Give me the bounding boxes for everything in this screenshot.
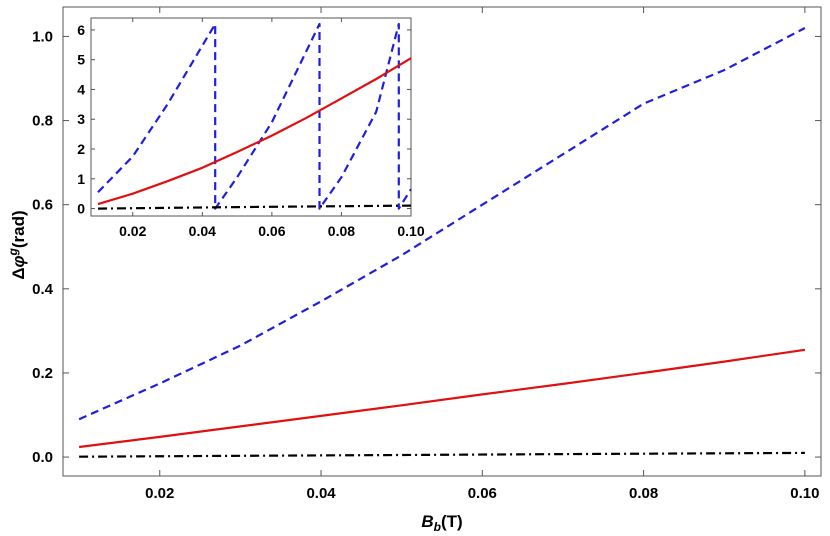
inset-series-solid-line [97, 57, 412, 206]
main-x-tick-label: 0.04 [306, 485, 336, 502]
inset-x-tick-label: 0.04 [189, 223, 216, 239]
inset-y-tick-label: 0 [77, 201, 85, 217]
main-y-tick-label: 1.0 [32, 28, 53, 45]
main-series-dashdot-line [79, 451, 805, 458]
main-y-tick-label: 0.4 [32, 281, 54, 298]
inset-y-tick-label: 6 [77, 22, 85, 38]
main-x-tick-label: 0.08 [629, 485, 658, 502]
inset-x-tick-label: 0.08 [328, 223, 355, 239]
inset-series-dashed-line [97, 22, 412, 210]
x-axis-title: Bb(T) [421, 512, 462, 534]
inset-x-tick-label: 0.06 [258, 223, 285, 239]
main-y-tick-label: 0.6 [32, 197, 53, 214]
inset-y-tick-label: 5 [77, 52, 85, 68]
inset-y-tick-label: 3 [77, 111, 85, 127]
inset-series-dashdot-line [97, 204, 412, 210]
main-y-tick-label: 0.0 [32, 449, 53, 466]
y-axis-title: Δφg(rad) [6, 210, 28, 279]
inset-y-tick-label: 4 [77, 81, 85, 97]
inset-y-tick-label: 2 [77, 141, 85, 157]
main-x-tick-label: 0.06 [468, 485, 497, 502]
main-x-tick-label: 0.10 [790, 485, 819, 502]
inset-frame [90, 17, 412, 217]
main-series-dashed-line [78, 27, 806, 421]
inset-x-tick-label: 0.02 [119, 223, 146, 239]
main-y-tick-label: 0.8 [32, 113, 53, 130]
main-x-tick-label: 0.02 [145, 485, 174, 502]
inset-panel: 0.02 0.04 0.06 0.08 0.10 0 1 2 3 4 5 6 [77, 17, 425, 239]
main-y-tick-label: 0.2 [32, 365, 53, 382]
inset-x-tick-label: 0.10 [397, 223, 424, 239]
inset-y-tick-label: 1 [77, 171, 85, 187]
main-series-solid-line [78, 348, 806, 449]
